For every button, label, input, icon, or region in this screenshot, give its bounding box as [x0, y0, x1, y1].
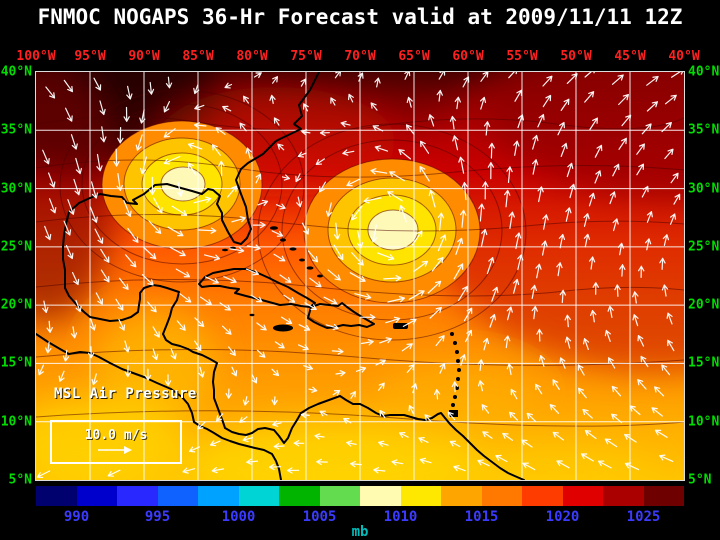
colorbar-tick: 1025: [626, 509, 661, 525]
colorbar-tick: 1015: [464, 509, 499, 525]
lat-label: 5°N: [8, 472, 32, 488]
colorbar-segment: [522, 486, 563, 506]
lon-label: 95°W: [74, 49, 106, 64]
wind-scale-value: 10.0 m/s: [84, 428, 148, 443]
colorbar-tick: 995: [144, 509, 171, 525]
pressure-map: [0, 12, 720, 506]
lon-label: 85°W: [182, 49, 214, 64]
lat-label: 25°N: [688, 239, 720, 255]
lat-label: 15°N: [688, 355, 720, 371]
lat-axis-left: 40°N 35°N 30°N 25°N 20°N 15°N 10°N 5°N: [0, 0, 34, 540]
wind-scale-legend: 10.0 m/s: [50, 420, 182, 464]
lat-label: 25°N: [0, 239, 32, 255]
colorbar-tick: 990: [63, 509, 90, 525]
colorbar-segment: [562, 486, 603, 506]
lat-label: 30°N: [0, 181, 32, 197]
colorbar-tick: 1005: [302, 509, 337, 525]
lon-label: 45°W: [614, 49, 646, 64]
colorbar-segment: [279, 486, 320, 506]
colorbar-unit: mb: [351, 524, 369, 540]
lat-label: 40°N: [0, 64, 32, 80]
colorbar-segment: [481, 486, 522, 506]
colorbar-segment: [198, 486, 239, 506]
forecast-title: FNMOC NOGAPS 36-Hr Forecast valid at 200…: [37, 5, 683, 29]
colorbar-tick: 1020: [545, 509, 580, 525]
colorbar-segment: [238, 486, 279, 506]
coastline-hispaniola: [307, 302, 375, 329]
colorbar-segment: [603, 486, 644, 506]
lon-label: 65°W: [398, 49, 430, 64]
lat-axis-right: 40°N 35°N 30°N 25°N 20°N 15°N 10°N 5°N: [687, 0, 720, 540]
coastline-mainland: [62, 71, 525, 481]
lon-label: 80°W: [236, 49, 268, 64]
colorbar-segment: [400, 486, 441, 506]
lat-label: 35°N: [0, 122, 32, 138]
lon-label: 75°W: [290, 49, 322, 64]
lat-label: 20°N: [688, 297, 720, 313]
lon-label: 40°W: [668, 49, 700, 64]
lat-label: 30°N: [688, 181, 720, 197]
colorbar-segment: [36, 486, 77, 506]
wind-scale-arrow-icon: [98, 446, 132, 454]
lon-label: 50°W: [560, 49, 592, 64]
colorbar-segment: [643, 486, 684, 506]
colorbar-segment: [117, 486, 158, 506]
lat-label: 5°N: [688, 472, 712, 488]
colorbar-ticks: 990 995 1000 1005 1010 1015 1020 1025: [36, 509, 684, 525]
lon-label: 55°W: [506, 49, 538, 64]
lon-label: 90°W: [128, 49, 160, 64]
lon-label: 60°W: [452, 49, 484, 64]
lat-label: 10°N: [688, 414, 720, 430]
lon-label: 70°W: [344, 49, 376, 64]
colorbar-segment: [319, 486, 360, 506]
lat-label: 10°N: [0, 414, 32, 430]
colorbar-tick: 1000: [221, 509, 256, 525]
colorbar-segment: [157, 486, 198, 506]
colorbar-segment: [76, 486, 117, 506]
colorbar: [36, 486, 684, 506]
colorbar-tick: 1010: [383, 509, 418, 525]
colorbar-segment: [441, 486, 482, 506]
field-label: MSL Air Pressure: [54, 386, 197, 402]
isobar-contours: [35, 89, 685, 427]
colorbar-segment: [360, 486, 401, 506]
lat-label: 15°N: [0, 355, 32, 371]
lat-label: 20°N: [0, 297, 32, 313]
lat-label: 40°N: [688, 64, 720, 80]
pressure-map-canvas: [0, 12, 720, 506]
lon-label: 100°W: [16, 49, 56, 64]
lon-axis: 100°W 95°W 90°W 85°W 80°W 75°W 70°W 65°W 60°W 55°…: [0, 49, 720, 65]
lat-label: 35°N: [688, 122, 720, 138]
